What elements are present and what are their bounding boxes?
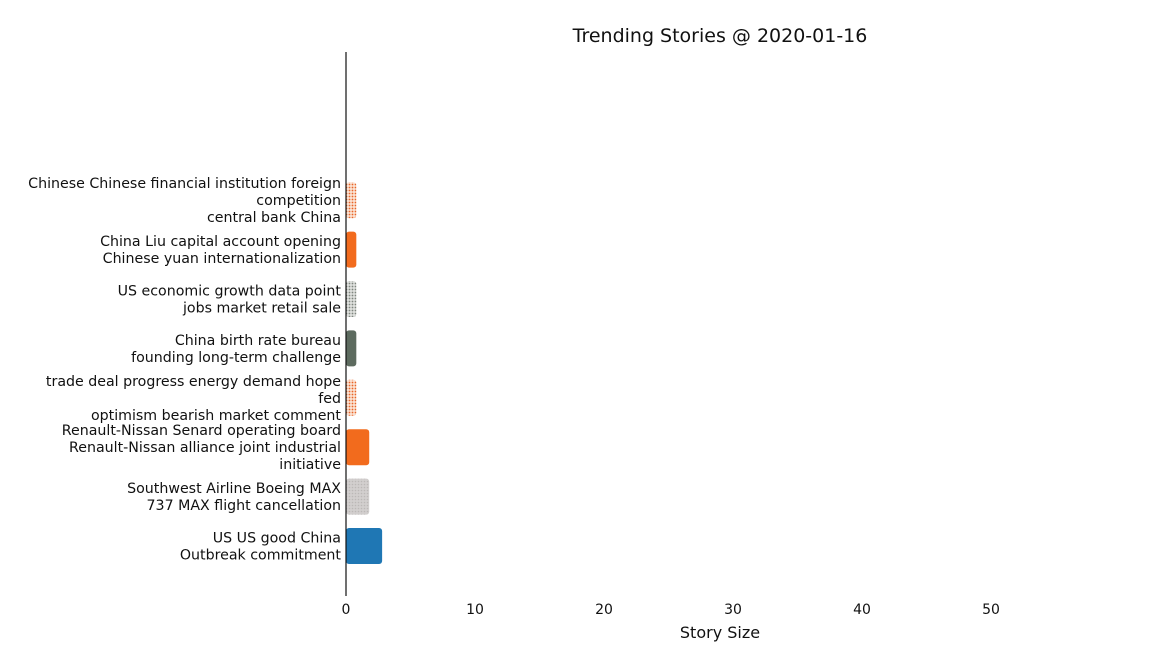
category-label-line: Chinese Chinese financial institution fo…	[28, 176, 341, 192]
x-axis-ticks: 0 10 20 30 40 50	[342, 602, 1000, 618]
bar	[346, 231, 357, 268]
x-axis-label: Story Size	[680, 623, 760, 642]
category-label: trade deal progress energy demand hope fe…	[46, 374, 342, 424]
category-label-line: Outbreak commitment	[180, 548, 342, 564]
category-label-line: initiative	[279, 457, 341, 473]
category-label-line: 737 MAX flight cancellation	[147, 498, 341, 514]
bar	[346, 281, 357, 317]
category-label: China birth rate bureau founding long-ter…	[131, 333, 341, 366]
bar	[346, 429, 370, 466]
category-label: Chinese Chinese financial institution fo…	[28, 176, 341, 226]
category-label-line: optimism bearish market comment	[91, 408, 341, 424]
category-label-line: Southwest Airline Boeing MAX	[127, 481, 341, 497]
category-label-line: competition	[256, 193, 341, 209]
category-label-line: US economic growth data point	[118, 284, 342, 300]
category-labels: US US good China Outbreak commitment South…	[28, 176, 341, 563]
category-label-line: jobs market retail sale	[182, 301, 341, 317]
x-tick-label: 40	[853, 602, 871, 618]
category-label-line: trade deal progress energy demand hope	[46, 374, 341, 390]
category-label: Southwest Airline Boeing MAX 737 MAX flig…	[127, 481, 341, 514]
category-label-line: central bank China	[207, 210, 341, 226]
category-label-line: Renault-Nissan Senard operating board	[62, 423, 341, 439]
bar	[346, 330, 357, 367]
x-tick-label: 0	[342, 602, 351, 618]
chart-title: Trending Stories @ 2020-01-16	[572, 25, 868, 47]
x-tick-label: 10	[466, 602, 484, 618]
category-label-line: fed	[318, 391, 341, 407]
bar	[346, 478, 370, 515]
category-label: China Liu capital account opening Chinese…	[100, 234, 341, 267]
bars	[346, 182, 383, 564]
category-label-line: China Liu capital account opening	[100, 234, 341, 250]
category-label-line: US US good China	[213, 531, 341, 547]
category-label-line: Renault-Nissan alliance joint industrial	[69, 440, 341, 456]
bar	[346, 182, 357, 219]
category-label-line: founding long-term challenge	[131, 350, 341, 366]
x-tick-label: 20	[595, 602, 613, 618]
bar	[346, 528, 383, 564]
bar	[346, 379, 357, 416]
x-tick-label: 50	[982, 602, 1000, 618]
category-label: Renault-Nissan Senard operating board Ren…	[62, 423, 341, 473]
category-label-line: Chinese yuan internationalization	[103, 251, 341, 267]
x-tick-label: 30	[724, 602, 742, 618]
category-label-line: China birth rate bureau	[175, 333, 341, 349]
category-label: US US good China Outbreak commitment	[180, 531, 342, 564]
category-label: US economic growth data point jobs market…	[118, 284, 342, 317]
